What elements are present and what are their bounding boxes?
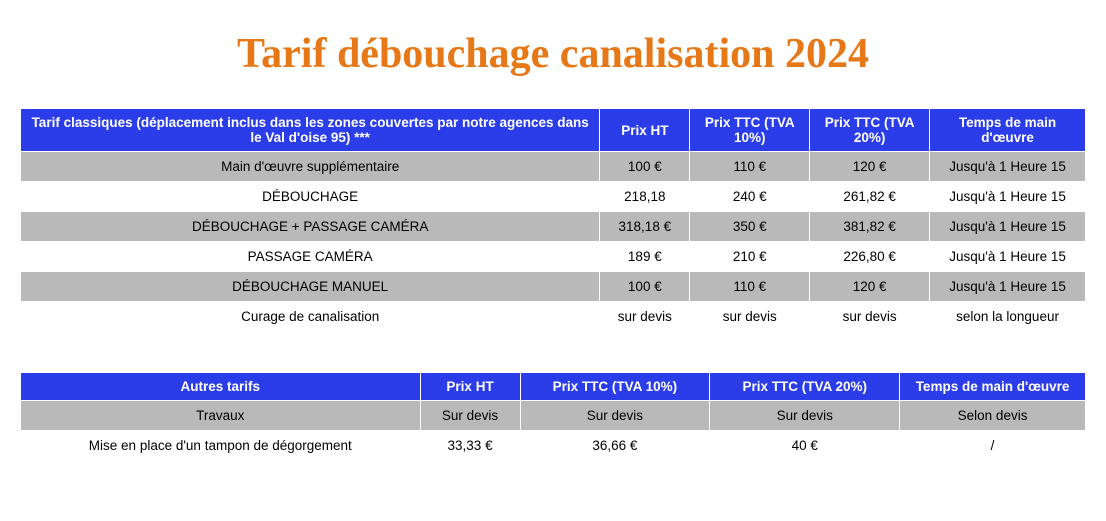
cell-prix-ttc-10: 350 €	[690, 212, 810, 242]
cell-prix-ht: 218,18	[600, 182, 690, 212]
cell-service: Curage de canalisation	[21, 302, 600, 332]
table-row: Mise en place d'un tampon de dégorgement…	[21, 431, 1086, 461]
cell-prix-ttc-10: 110 €	[690, 152, 810, 182]
col-header-service: Autres tarifs	[21, 373, 421, 401]
page-title: Tarif débouchage canalisation 2024	[20, 30, 1086, 78]
cell-temps: Jusqu'à 1 Heure 15	[930, 212, 1086, 242]
cell-prix-ttc-20: 226,80 €	[810, 242, 930, 272]
cell-prix-ttc-10: 210 €	[690, 242, 810, 272]
cell-temps: Jusqu'à 1 Heure 15	[930, 182, 1086, 212]
table-row: PASSAGE CAMÉRA 189 € 210 € 226,80 € Jusq…	[21, 242, 1086, 272]
cell-prix-ht: Sur devis	[420, 401, 520, 431]
col-header-temps: Temps de main d'œuvre	[900, 373, 1086, 401]
col-header-prix-ttc-20: Prix TTC (TVA 20%)	[810, 109, 930, 152]
cell-temps: /	[900, 431, 1086, 461]
cell-prix-ttc-20: 120 €	[810, 272, 930, 302]
table-row: Curage de canalisation sur devis sur dev…	[21, 302, 1086, 332]
cell-prix-ht: 189 €	[600, 242, 690, 272]
cell-temps: Selon devis	[900, 401, 1086, 431]
cell-prix-ttc-20: 120 €	[810, 152, 930, 182]
cell-prix-ht: 100 €	[600, 272, 690, 302]
cell-temps: Jusqu'à 1 Heure 15	[930, 272, 1086, 302]
cell-prix-ht: sur devis	[600, 302, 690, 332]
cell-prix-ttc-20: sur devis	[810, 302, 930, 332]
table-row: DÉBOUCHAGE 218,18 240 € 261,82 € Jusqu'à…	[21, 182, 1086, 212]
cell-prix-ttc-10: Sur devis	[520, 401, 710, 431]
cell-service: Mise en place d'un tampon de dégorgement	[21, 431, 421, 461]
cell-prix-ht: 100 €	[600, 152, 690, 182]
cell-prix-ttc-10: 36,66 €	[520, 431, 710, 461]
col-header-temps: Temps de main d'œuvre	[930, 109, 1086, 152]
cell-prix-ttc-10: 110 €	[690, 272, 810, 302]
table-header-row: Autres tarifs Prix HT Prix TTC (TVA 10%)…	[21, 373, 1086, 401]
cell-prix-ttc-10: sur devis	[690, 302, 810, 332]
cell-temps: Jusqu'à 1 Heure 15	[930, 242, 1086, 272]
col-header-prix-ttc-20: Prix TTC (TVA 20%)	[710, 373, 900, 401]
table-row: DÉBOUCHAGE + PASSAGE CAMÉRA 318,18 € 350…	[21, 212, 1086, 242]
table-row: Main d'œuvre supplémentaire 100 € 110 € …	[21, 152, 1086, 182]
table-header-row: Tarif classiques (déplacement inclus dan…	[21, 109, 1086, 152]
cell-prix-ttc-20: 261,82 €	[810, 182, 930, 212]
cell-service: DÉBOUCHAGE MANUEL	[21, 272, 600, 302]
col-header-service: Tarif classiques (déplacement inclus dan…	[21, 109, 600, 152]
pricing-table-main: Tarif classiques (déplacement inclus dan…	[20, 108, 1086, 332]
cell-prix-ttc-20: 40 €	[710, 431, 900, 461]
cell-service: DÉBOUCHAGE	[21, 182, 600, 212]
cell-temps: selon la longueur	[930, 302, 1086, 332]
cell-service: PASSAGE CAMÉRA	[21, 242, 600, 272]
cell-prix-ttc-20: 381,82 €	[810, 212, 930, 242]
cell-prix-ht: 33,33 €	[420, 431, 520, 461]
cell-service: Travaux	[21, 401, 421, 431]
cell-temps: Jusqu'à 1 Heure 15	[930, 152, 1086, 182]
col-header-prix-ht: Prix HT	[420, 373, 520, 401]
cell-prix-ht: 318,18 €	[600, 212, 690, 242]
col-header-prix-ttc-10: Prix TTC (TVA 10%)	[520, 373, 710, 401]
cell-service: DÉBOUCHAGE + PASSAGE CAMÉRA	[21, 212, 600, 242]
col-header-prix-ttc-10: Prix TTC (TVA 10%)	[690, 109, 810, 152]
cell-prix-ttc-10: 240 €	[690, 182, 810, 212]
table-row: DÉBOUCHAGE MANUEL 100 € 110 € 120 € Jusq…	[21, 272, 1086, 302]
col-header-prix-ht: Prix HT	[600, 109, 690, 152]
cell-prix-ttc-20: Sur devis	[710, 401, 900, 431]
table-row: Travaux Sur devis Sur devis Sur devis Se…	[21, 401, 1086, 431]
pricing-table-other: Autres tarifs Prix HT Prix TTC (TVA 10%)…	[20, 372, 1086, 461]
cell-service: Main d'œuvre supplémentaire	[21, 152, 600, 182]
